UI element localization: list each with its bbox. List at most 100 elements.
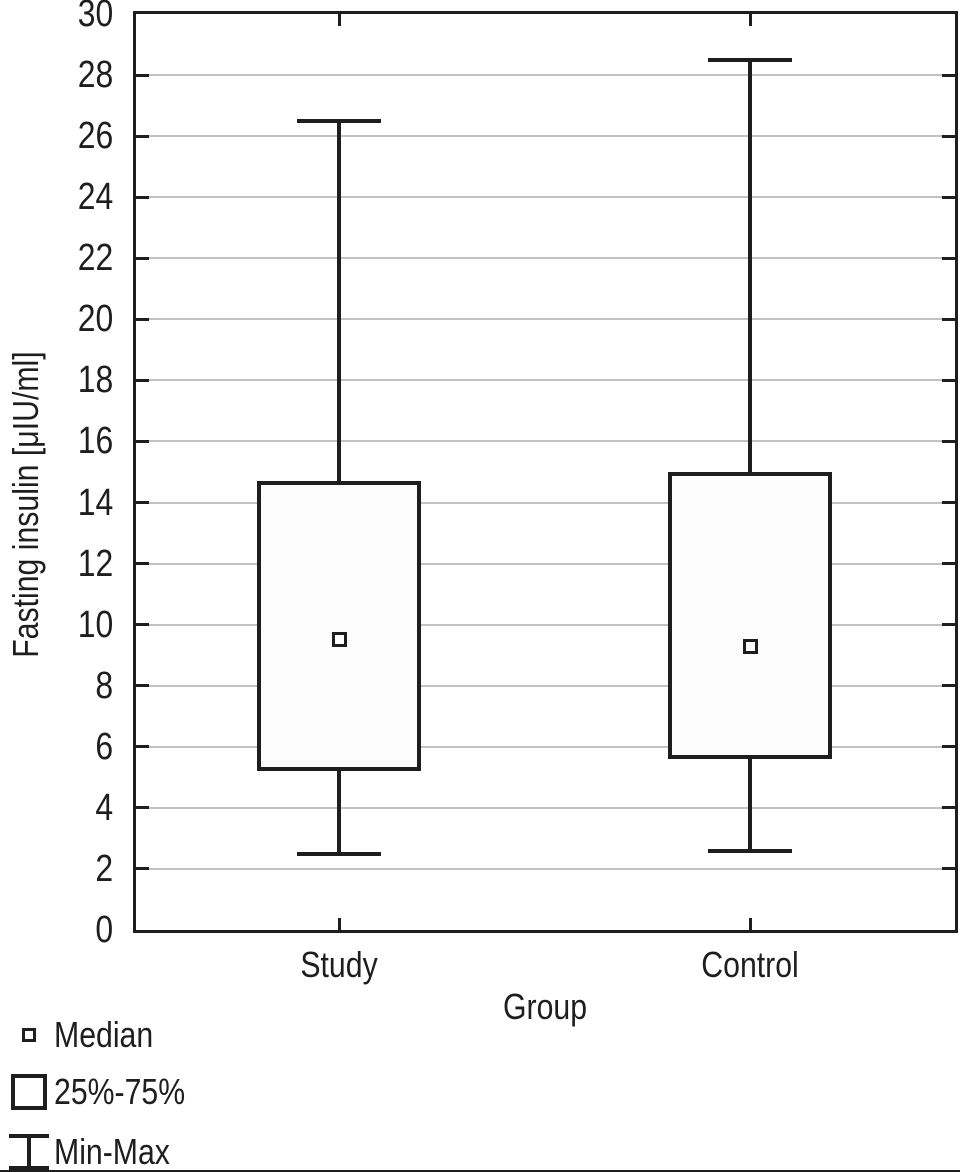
gridline (136, 501, 955, 504)
gridline (136, 379, 955, 382)
y-tick-label-text: 16 (77, 420, 113, 463)
legend-item-iqr: 25%-75% (6, 1072, 210, 1112)
legend-label-minmax-text: Min-Max (54, 1131, 170, 1172)
gridline (136, 74, 955, 77)
y-axis-tick-left (136, 806, 149, 810)
y-tick-label: 8 (0, 667, 113, 705)
y-tick-label: 16 (0, 422, 113, 460)
y-axis-tick-left (136, 317, 149, 321)
x-axis-title: Group (445, 988, 645, 1026)
y-tick-label-text: 12 (77, 542, 113, 585)
y-tick-label: 2 (0, 850, 113, 888)
y-tick-label-text: 0 (95, 909, 113, 951)
x-category-label-control: Control (650, 946, 850, 984)
legend-icon-cell (6, 1028, 52, 1042)
whisker-icon-line (27, 1138, 31, 1166)
legend-icon-cell (6, 1074, 52, 1110)
whisker-lower-control (748, 759, 752, 851)
y-axis-tick-left (136, 684, 149, 688)
legend-label-median: Median (54, 1016, 172, 1054)
y-tick-label-text: 24 (77, 176, 113, 219)
gridline (136, 562, 955, 565)
y-tick-label: 26 (0, 117, 113, 155)
y-tick-label: 4 (0, 789, 113, 827)
legend-label-median-text: Median (54, 1014, 154, 1055)
whisker-upper-control (748, 59, 752, 472)
y-tick-label: 12 (0, 545, 113, 583)
iqr-box-study (257, 481, 421, 772)
legend-label-minmax: Min-Max (54, 1133, 192, 1171)
y-tick-label: 20 (0, 300, 113, 338)
y-axis-tick-left (136, 73, 149, 77)
category-tick-top (337, 14, 341, 26)
whisker-icon (9, 1134, 49, 1170)
plot-area (133, 11, 958, 933)
y-tick-label: 22 (0, 239, 113, 277)
x-axis-title-text: Group (502, 986, 588, 1027)
gridline (136, 440, 955, 443)
gridline (136, 684, 955, 687)
whisker-cap-min-study (297, 851, 381, 856)
iqr-box-control (668, 472, 832, 759)
y-tick-label-text: 14 (77, 481, 113, 524)
y-axis-tick-left (136, 134, 149, 138)
whisker-lower-study (337, 771, 341, 854)
y-axis-tick-right (942, 745, 955, 749)
y-axis-tick-left (136, 195, 149, 199)
median-square-icon (22, 1028, 36, 1042)
x-category-label-text: Study (300, 944, 378, 985)
y-axis-tick-left (136, 745, 149, 749)
category-tick-bottom (337, 918, 341, 930)
legend-label-iqr-text: 25%-75% (54, 1071, 186, 1112)
gridline (136, 623, 955, 626)
category-tick-bottom (748, 918, 752, 930)
y-axis-tick-left (136, 867, 149, 871)
y-tick-label: 6 (0, 728, 113, 766)
gridline (136, 806, 955, 809)
y-tick-label-text: 10 (77, 603, 113, 646)
gridline (136, 867, 955, 870)
legend-item-median: Median (6, 1016, 172, 1054)
whisker-upper-study (337, 120, 341, 482)
whisker-cap-max-study (297, 118, 381, 123)
y-axis-tick-right (942, 501, 955, 505)
median-marker-study (331, 632, 347, 648)
y-axis-tick-left (136, 378, 149, 382)
y-tick-label-text: 26 (77, 115, 113, 158)
y-axis-tick-right (942, 684, 955, 688)
y-tick-label: 14 (0, 484, 113, 522)
y-axis-tick-right (942, 867, 955, 871)
y-tick-label-text: 18 (77, 359, 113, 402)
y-tick-label-text: 6 (95, 725, 113, 768)
legend-label-iqr: 25%-75% (54, 1073, 210, 1111)
y-axis-tick-right (942, 317, 955, 321)
y-axis-tick-right (942, 134, 955, 138)
y-tick-label: 18 (0, 361, 113, 399)
y-axis-tick-right (942, 73, 955, 77)
y-axis-tick-left (136, 623, 149, 627)
legend-icon-cell (6, 1134, 52, 1170)
y-axis-tick-left (136, 501, 149, 505)
legend-item-minmax: Min-Max (6, 1132, 192, 1172)
x-category-label-text: Control (701, 944, 799, 985)
y-tick-label: 30 (0, 0, 113, 33)
y-axis-tick-right (942, 256, 955, 260)
gridline (136, 196, 955, 199)
x-category-label-study: Study (239, 946, 439, 984)
y-axis-tick-right (942, 562, 955, 566)
y-tick-label: 10 (0, 606, 113, 644)
figure-bottom-border (0, 1170, 960, 1172)
gridline (136, 135, 955, 138)
gridline (136, 745, 955, 748)
box-icon (11, 1074, 47, 1110)
gridline (136, 257, 955, 260)
y-tick-label: 24 (0, 178, 113, 216)
y-axis-tick-left (136, 256, 149, 260)
y-axis-tick-left (136, 562, 149, 566)
median-marker-control (742, 638, 758, 654)
y-tick-label-text: 2 (95, 847, 113, 890)
y-tick-label-text: 20 (77, 298, 113, 341)
y-tick-label: 0 (0, 911, 113, 949)
y-tick-label-text: 8 (95, 664, 113, 707)
y-axis-tick-right (942, 195, 955, 199)
